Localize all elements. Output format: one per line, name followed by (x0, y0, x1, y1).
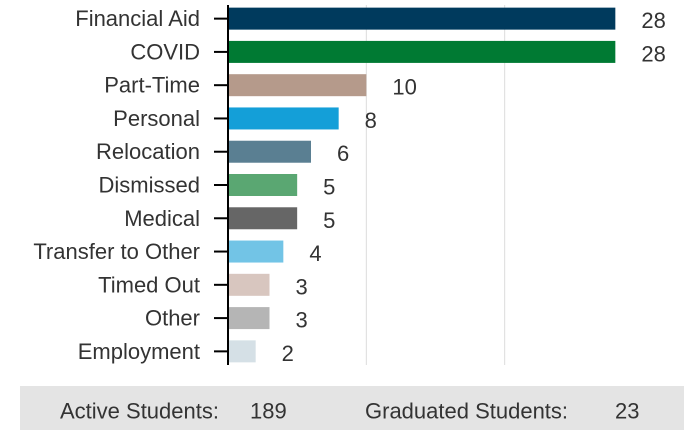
value-label: 3 (296, 308, 308, 333)
value-label: 2 (282, 341, 294, 366)
value-label: 4 (309, 241, 321, 266)
y-tick-label: Part-Time (104, 73, 200, 98)
value-label: 28 (641, 8, 665, 33)
footer-value: 23 (615, 399, 639, 424)
bar (228, 140, 311, 163)
y-tick-label: Relocation (96, 139, 200, 164)
y-tick-label: Transfer to Other (33, 239, 200, 264)
footer-background (20, 386, 684, 430)
bar (228, 107, 339, 130)
value-label: 3 (296, 274, 308, 299)
bar (228, 273, 270, 296)
bar (228, 40, 616, 63)
bar (228, 340, 256, 363)
y-tick-label: Dismissed (99, 173, 200, 198)
y-tick-label: Employment (78, 339, 200, 364)
footer-value: 189 (250, 399, 287, 424)
bar (228, 240, 284, 263)
value-label: 8 (365, 108, 377, 133)
y-tick-label: Timed Out (98, 272, 200, 297)
y-tick-label: Financial Aid (75, 6, 200, 31)
bar (228, 7, 616, 30)
value-label: 5 (323, 208, 335, 233)
value-label: 5 (323, 175, 335, 200)
value-label: 28 (641, 41, 665, 66)
footer-label: Active Students: (60, 399, 219, 424)
bar (228, 74, 367, 97)
y-tick-label: COVID (130, 39, 200, 64)
value-label: 6 (337, 141, 349, 166)
y-tick-label: Other (145, 306, 200, 331)
bar (228, 207, 298, 230)
bar (228, 174, 298, 196)
bar (228, 307, 270, 330)
y-tick-label: Medical (124, 206, 200, 231)
y-tick-label: Personal (113, 106, 200, 131)
value-label: 10 (392, 75, 416, 100)
footer-label: Graduated Students: (365, 399, 568, 424)
